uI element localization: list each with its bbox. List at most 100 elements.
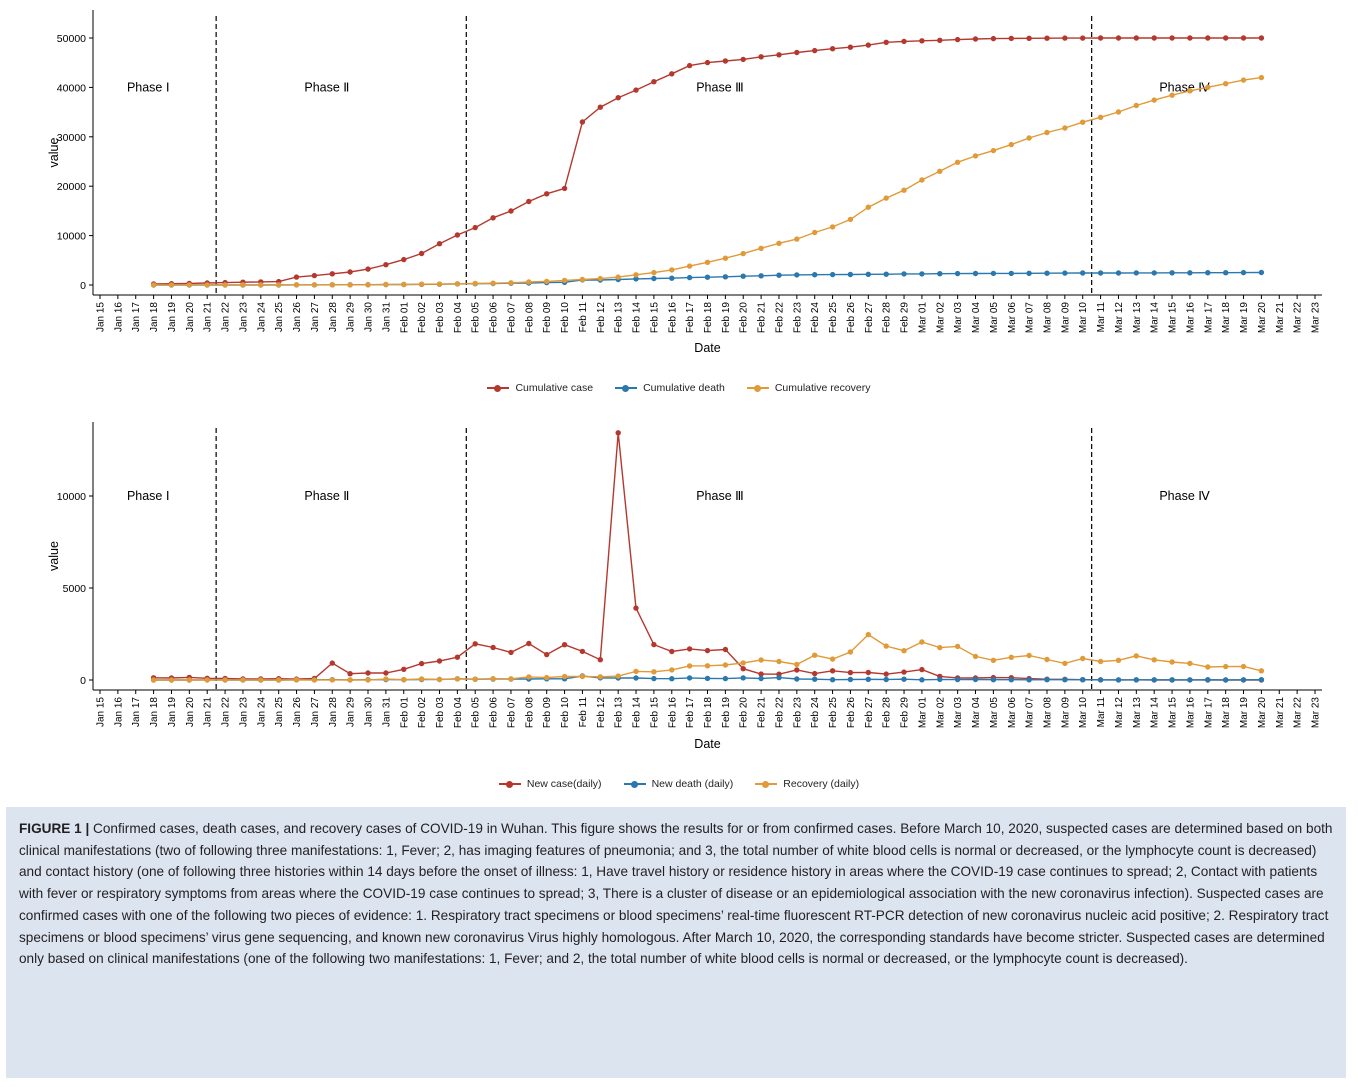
data-point — [901, 648, 907, 654]
data-point — [222, 677, 228, 683]
data-point — [812, 652, 818, 658]
data-point — [1223, 81, 1229, 87]
x-tick-label: Jan 25 — [274, 697, 285, 727]
legend-label: Cumulative case — [515, 382, 594, 394]
x-tick-label: Feb 23 — [792, 697, 803, 729]
data-point — [794, 676, 800, 682]
data-point — [526, 640, 532, 647]
y-tick-label: 10000 — [57, 491, 86, 503]
data-point — [1026, 677, 1032, 683]
x-tick-label: Feb 27 — [864, 697, 875, 729]
x-tick-label: Jan 27 — [310, 302, 321, 332]
y-tick-label: 30000 — [57, 132, 86, 144]
cumulative-chart: 0 10000 20000 30000 40000 50000 value Jan 15 Jan… — [47, 10, 1322, 355]
data-point — [651, 269, 657, 276]
x-tick-label: Jan 26 — [292, 697, 303, 727]
data-point — [1133, 677, 1140, 683]
data-point — [1097, 658, 1104, 665]
x-tick-label: Mar 13 — [1132, 697, 1143, 729]
data-point — [704, 274, 711, 280]
data-point — [722, 662, 729, 668]
data-point — [883, 671, 889, 677]
data-point — [454, 676, 461, 682]
data-point — [812, 676, 818, 682]
data-point — [954, 643, 961, 650]
data-point — [401, 677, 407, 683]
data-point — [1026, 35, 1032, 41]
data-point — [1008, 141, 1014, 148]
legend-label: New case(daily) — [526, 778, 602, 790]
x-tick-label: Mar 23 — [1311, 697, 1322, 729]
x-tick-label: Jan 18 — [149, 302, 160, 332]
data-point — [901, 271, 907, 277]
data-point — [1151, 270, 1157, 276]
data-point — [222, 282, 228, 288]
phase-label: Phase Ⅰ — [127, 489, 170, 503]
data-point — [1240, 663, 1247, 670]
data-point — [1187, 35, 1193, 41]
data-point — [615, 95, 621, 101]
data-point — [865, 669, 871, 676]
x-tick-label: Jan 29 — [346, 697, 357, 727]
x-tick-label: Feb 10 — [560, 302, 571, 334]
data-point — [1008, 654, 1014, 660]
data-point — [561, 277, 568, 284]
x-tick-label: Feb 12 — [596, 697, 607, 729]
data-point — [1008, 677, 1014, 683]
data-point — [472, 676, 478, 682]
data-point — [544, 278, 550, 285]
data-point — [276, 677, 282, 683]
data-point — [776, 240, 782, 246]
data-point — [937, 676, 943, 683]
x-tick-label: Mar 19 — [1239, 697, 1250, 729]
data-point — [704, 675, 711, 682]
x-tick-label: Feb 04 — [453, 697, 464, 729]
x-tick-label: Jan 25 — [274, 302, 285, 332]
data-point — [1151, 97, 1157, 103]
data-point — [329, 271, 335, 277]
x-tick-label: Mar 16 — [1185, 697, 1196, 729]
x-tick-label: Feb 27 — [864, 302, 875, 334]
x-tick-label: Jan 31 — [381, 302, 392, 332]
data-point — [937, 271, 943, 277]
x-tick-label: Jan 21 — [203, 697, 214, 727]
data-point — [508, 208, 514, 214]
x-tick-label: Mar 17 — [1203, 697, 1214, 729]
x-tick-label: Jan 28 — [328, 302, 339, 332]
data-point — [436, 658, 443, 664]
data-point — [865, 676, 871, 682]
data-point — [758, 245, 764, 251]
data-point — [651, 675, 657, 682]
legend-key-red — [498, 779, 521, 789]
x-tick-label: Feb 05 — [471, 697, 482, 729]
data-point — [579, 648, 586, 655]
data-point — [865, 271, 871, 277]
data-point — [347, 677, 353, 683]
data-point — [293, 282, 300, 288]
data-point — [847, 676, 854, 683]
data-point — [1240, 269, 1247, 276]
data-point — [579, 673, 586, 680]
data-point — [490, 676, 496, 682]
data-point — [1133, 35, 1140, 41]
data-point — [1026, 270, 1032, 276]
data-point — [722, 274, 729, 280]
data-point — [1097, 270, 1104, 276]
data-point — [686, 62, 693, 69]
data-point — [311, 282, 318, 288]
data-point — [454, 232, 461, 238]
data-point — [722, 255, 729, 261]
x-tick-label: Feb 15 — [649, 302, 660, 334]
x-tick-label: Feb 06 — [489, 697, 500, 729]
data-point — [829, 656, 836, 662]
legend-item-cumulative-recovery: Cumulative recovery — [746, 382, 871, 394]
data-point — [365, 677, 371, 683]
data-point — [794, 661, 800, 668]
figure-label: FIGURE 1 | — [19, 821, 90, 836]
data-point — [812, 229, 818, 236]
x-tick-label: Jan 31 — [381, 697, 392, 727]
data-point — [883, 643, 889, 649]
x-axis-label: Date — [694, 341, 720, 355]
data-point — [311, 272, 318, 279]
data-point — [168, 677, 175, 683]
